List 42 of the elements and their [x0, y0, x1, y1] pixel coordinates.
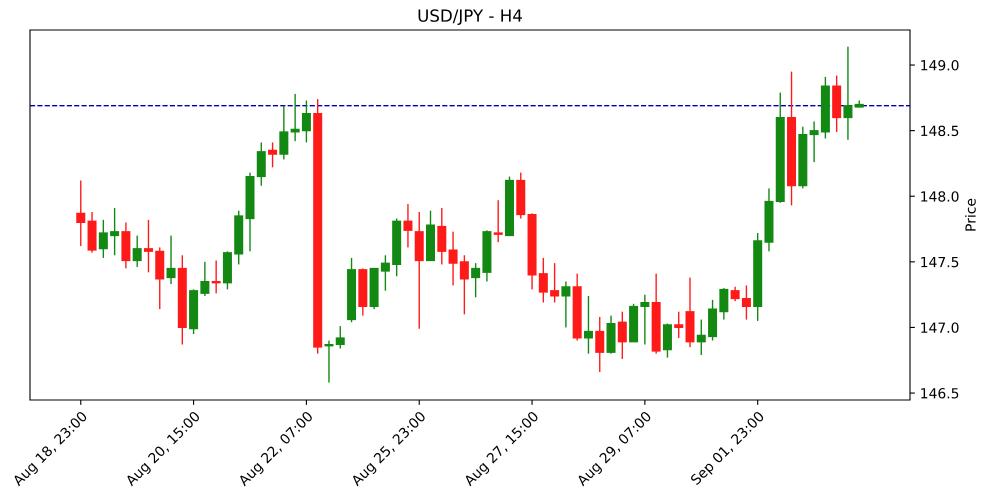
candlestick	[640, 294, 650, 346]
candlestick	[595, 316, 604, 373]
y-tick-label: 148.5	[921, 126, 958, 136]
candlestick	[584, 295, 593, 354]
y-tick-label: 148.0	[921, 191, 959, 202]
candlestick	[719, 287, 728, 320]
candlestick	[324, 340, 334, 384]
candlestick	[166, 234, 176, 285]
candlestick	[200, 261, 210, 297]
candlestick	[212, 260, 221, 294]
y-tick-label: 147.0	[921, 322, 959, 333]
candlestick	[460, 254, 469, 316]
candlestick	[290, 93, 300, 142]
candlestick	[550, 262, 560, 304]
candlestick	[132, 234, 142, 268]
candlestick	[144, 219, 153, 274]
candlestick	[98, 219, 108, 259]
y-tick-label: 149.0	[921, 60, 959, 71]
candlestick	[538, 257, 548, 304]
candlestick	[279, 105, 288, 160]
y-axis-title: Price	[965, 198, 976, 231]
candlestick	[674, 311, 684, 339]
candlestick	[494, 199, 503, 243]
y-tick-label: 146.5	[921, 388, 958, 399]
candlestick	[696, 318, 706, 356]
chart-title: USD/JPY - H4	[418, 9, 522, 26]
candlestick	[302, 100, 311, 144]
candlestick	[730, 286, 740, 302]
candlestick	[810, 120, 819, 163]
candlestick	[110, 207, 120, 256]
candlestick	[268, 142, 278, 168]
candlestick	[843, 46, 852, 141]
candlestick	[403, 203, 412, 248]
candlestick	[471, 262, 480, 298]
candlestick	[742, 284, 751, 320]
candlestick	[618, 311, 627, 360]
candlestick	[76, 180, 86, 247]
candlestick	[380, 254, 390, 292]
candlestick	[336, 325, 345, 350]
candlestick	[561, 280, 570, 328]
y-tick-label: 147.5	[921, 256, 958, 268]
candlestick	[448, 230, 458, 286]
